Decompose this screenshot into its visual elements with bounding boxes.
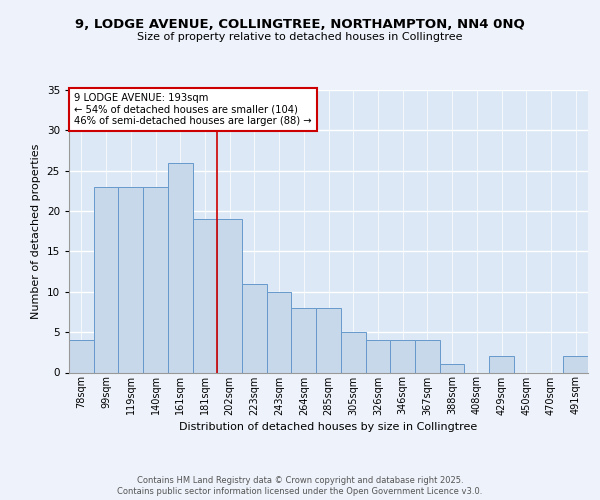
- Bar: [440, 364, 464, 372]
- Bar: [365, 340, 390, 372]
- Bar: [69, 340, 94, 372]
- Bar: [563, 356, 588, 372]
- Text: Contains HM Land Registry data © Crown copyright and database right 2025.: Contains HM Land Registry data © Crown c…: [137, 476, 463, 485]
- X-axis label: Distribution of detached houses by size in Collingtree: Distribution of detached houses by size …: [179, 422, 478, 432]
- Text: Contains public sector information licensed under the Open Government Licence v3: Contains public sector information licen…: [118, 488, 482, 496]
- Bar: [168, 162, 193, 372]
- Bar: [94, 187, 118, 372]
- Text: Size of property relative to detached houses in Collingtree: Size of property relative to detached ho…: [137, 32, 463, 42]
- Bar: [242, 284, 267, 372]
- Text: 9 LODGE AVENUE: 193sqm
← 54% of detached houses are smaller (104)
46% of semi-de: 9 LODGE AVENUE: 193sqm ← 54% of detached…: [74, 93, 312, 126]
- Bar: [118, 187, 143, 372]
- Bar: [143, 187, 168, 372]
- Bar: [193, 219, 217, 372]
- Bar: [489, 356, 514, 372]
- Bar: [341, 332, 365, 372]
- Bar: [390, 340, 415, 372]
- Bar: [292, 308, 316, 372]
- Bar: [415, 340, 440, 372]
- Text: 9, LODGE AVENUE, COLLINGTREE, NORTHAMPTON, NN4 0NQ: 9, LODGE AVENUE, COLLINGTREE, NORTHAMPTO…: [75, 18, 525, 30]
- Y-axis label: Number of detached properties: Number of detached properties: [31, 144, 41, 319]
- Bar: [267, 292, 292, 372]
- Bar: [217, 219, 242, 372]
- Bar: [316, 308, 341, 372]
